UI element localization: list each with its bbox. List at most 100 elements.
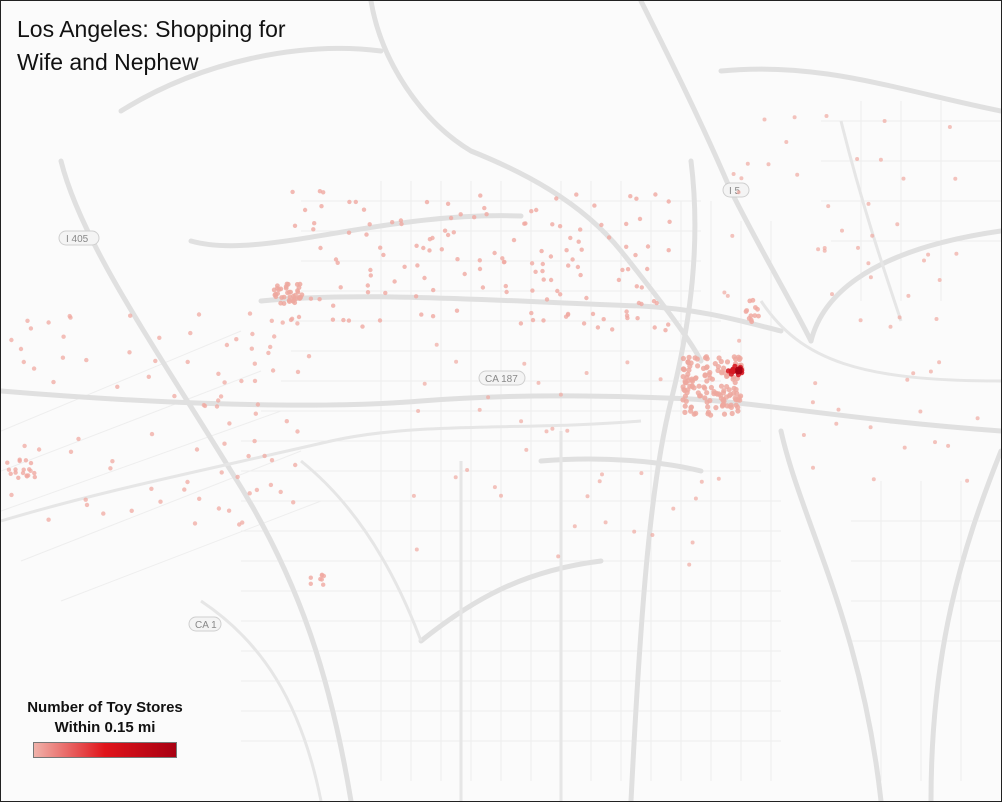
toy-store-point — [252, 378, 258, 384]
map-title-line1: Los Angeles: Shopping for — [17, 16, 286, 42]
toy-store-point — [477, 407, 482, 412]
toy-store-point — [658, 377, 663, 382]
toy-store-point — [216, 506, 222, 511]
toy-store-point — [445, 232, 451, 238]
toy-store-point — [716, 476, 721, 481]
toy-store-point — [292, 223, 298, 228]
toy-store-point — [28, 460, 34, 466]
toy-store-point — [634, 284, 639, 289]
toy-store-point — [752, 313, 758, 318]
toy-store-point — [902, 445, 907, 450]
toy-store-point — [871, 477, 876, 482]
toy-store-point — [624, 221, 629, 227]
toy-store-point — [297, 281, 303, 287]
toy-store-point — [83, 497, 88, 502]
toy-store-point — [335, 260, 340, 265]
toy-store-point — [724, 359, 731, 365]
toy-store-point — [24, 474, 30, 479]
toy-store-point — [431, 287, 436, 293]
toy-store-point — [715, 364, 722, 370]
toy-store-point — [975, 416, 980, 421]
toy-store-point — [756, 313, 761, 319]
toy-store-point — [946, 443, 951, 448]
toy-store-point — [937, 360, 942, 365]
toy-store-point — [728, 371, 734, 377]
toy-store-point — [744, 308, 750, 313]
toy-store-point — [682, 409, 688, 415]
toy-store-point — [603, 520, 608, 525]
toy-store-point — [730, 233, 735, 238]
toy-store-point — [610, 327, 615, 332]
toy-store-point — [222, 441, 227, 446]
toy-store-point — [544, 429, 549, 434]
toy-store-point — [157, 335, 162, 340]
toy-store-point — [663, 328, 668, 333]
toy-store-point — [529, 310, 534, 316]
toy-store-point — [652, 325, 657, 330]
toy-store-point — [529, 209, 534, 214]
toy-store-point — [824, 114, 829, 118]
toy-store-point — [295, 429, 300, 434]
toy-store-point — [492, 250, 497, 256]
toy-store-point — [338, 285, 343, 290]
toy-store-point — [704, 390, 710, 396]
toy-store-point — [61, 334, 66, 339]
toy-store-point — [68, 449, 74, 454]
toy-store-point — [584, 371, 589, 375]
toy-store-point — [194, 447, 200, 452]
toy-store-point — [306, 354, 312, 359]
toy-store-point — [249, 346, 254, 351]
highway-shield-i5: I 5 — [722, 182, 750, 198]
toy-store-point — [826, 204, 831, 209]
toy-store-point — [284, 419, 289, 424]
toy-store-point — [540, 268, 545, 274]
toy-store-point — [51, 379, 56, 385]
toy-store-point — [368, 273, 373, 278]
toy-store-point — [555, 288, 560, 294]
svg-text:I 405: I 405 — [66, 234, 89, 245]
toy-store-point — [6, 467, 12, 472]
toy-store-point — [22, 443, 27, 449]
toy-store-point — [540, 261, 545, 267]
toy-store-point — [707, 398, 713, 404]
toy-store-point — [451, 230, 456, 235]
toy-store-point — [724, 384, 730, 390]
toy-store-point — [268, 482, 274, 488]
toy-store-point — [477, 258, 482, 263]
toy-store-point — [32, 474, 37, 480]
toy-store-point — [830, 292, 834, 297]
toy-store-point — [271, 287, 277, 293]
toy-store-point — [584, 295, 589, 301]
toy-store-point — [724, 403, 730, 409]
toy-store-point — [888, 324, 893, 329]
toy-store-point — [284, 281, 290, 287]
toy-store-point — [196, 312, 202, 317]
toy-store-point — [713, 405, 719, 411]
toy-store-point — [302, 207, 308, 213]
toy-store-point — [378, 245, 383, 250]
toy-store-point — [415, 263, 420, 268]
toy-store-point — [858, 318, 863, 323]
toy-store-point — [364, 232, 369, 237]
toy-store-point — [625, 360, 630, 365]
toy-store-point — [729, 410, 735, 417]
toy-store-point — [762, 117, 767, 122]
toy-store-point — [578, 272, 583, 278]
toy-store-point — [671, 506, 676, 511]
toy-store-point — [666, 199, 671, 204]
toy-store-point — [686, 367, 692, 373]
toy-store-point — [585, 494, 590, 499]
toy-store-point — [18, 346, 24, 352]
toy-store-point — [572, 524, 577, 529]
toy-store-point — [707, 375, 713, 381]
toy-store-point — [728, 404, 735, 410]
svg-text:I 5: I 5 — [729, 186, 741, 197]
toy-store-point — [254, 487, 260, 493]
toy-store-point — [158, 499, 163, 504]
toy-store-point — [27, 467, 32, 472]
toy-store-point — [753, 305, 758, 310]
toy-store-point — [693, 496, 698, 501]
legend-title: Number of Toy Stores — [27, 699, 183, 716]
